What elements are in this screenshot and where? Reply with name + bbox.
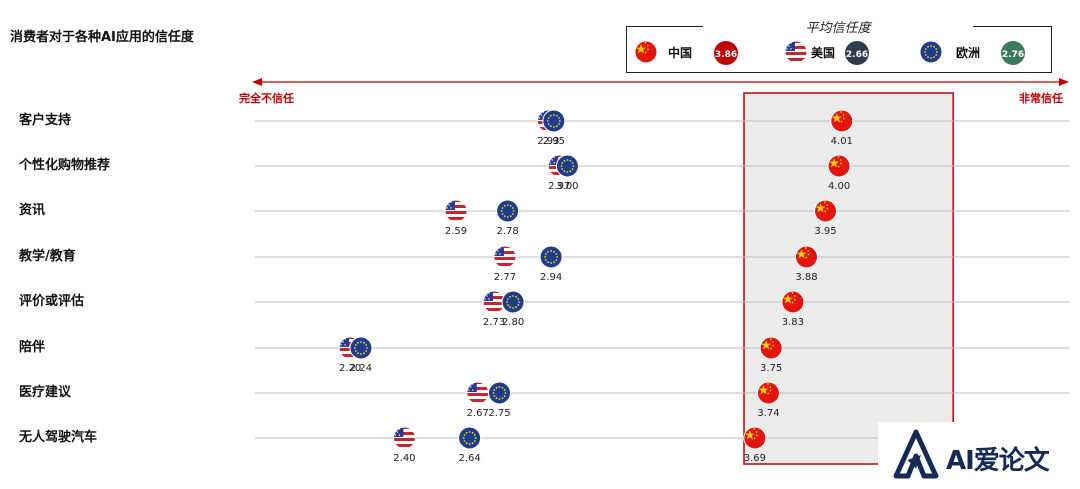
data-label: 2.40: [393, 453, 415, 464]
data-label: 2.73: [483, 317, 505, 328]
data-label: 3.00: [556, 181, 578, 192]
row-label: 客户支持: [19, 113, 72, 128]
data-point-usa: [482, 290, 506, 314]
data-label: 2.80: [502, 317, 524, 328]
data-point-eu: [539, 245, 563, 269]
data-point-china: [794, 245, 818, 269]
data-point-usa: [466, 381, 490, 405]
watermark-text: AI爱论文: [946, 446, 1050, 476]
legend-flag-china-icon: [634, 40, 658, 64]
legend-average-value: 3.86: [715, 50, 737, 60]
legend-average-badge: [845, 41, 869, 65]
data-point-eu: [458, 426, 482, 450]
legend-average-value: 2.76: [1002, 50, 1024, 60]
legend-average-badge: [1001, 41, 1025, 65]
legend-title: 平均信任度: [703, 17, 973, 36]
legend-average-badge: [714, 41, 738, 65]
axis-arrow-left-icon: [252, 78, 262, 86]
data-label: 4.01: [831, 136, 853, 147]
axis-arrow-right-icon: [1059, 78, 1069, 86]
data-point-usa: [392, 426, 416, 450]
data-label: 2.20: [339, 363, 361, 374]
data-point-china: [756, 381, 780, 405]
data-label: 3.88: [795, 272, 817, 283]
data-point-china: [781, 290, 805, 314]
legend-flag-usa-icon: [784, 40, 808, 64]
data-point-china: [827, 154, 851, 178]
data-label: 2.24: [350, 363, 372, 374]
chart-title: 消费者对于各种AI应用的信任度: [10, 30, 194, 45]
data-point-china: [743, 426, 767, 450]
watermark-area: [878, 422, 1080, 489]
data-label: 3.95: [814, 226, 836, 237]
data-label: 3.74: [757, 408, 779, 419]
data-point-eu: [542, 109, 566, 133]
data-label: 2.75: [488, 408, 510, 419]
data-label: 2.94: [540, 272, 562, 283]
legend-average-value: 2.66: [846, 50, 868, 60]
highlight-box: [743, 92, 954, 465]
data-label: 3.75: [760, 363, 782, 374]
data-label: 2.77: [494, 272, 516, 283]
row-label: 个性化购物推荐: [19, 158, 111, 173]
row-label: 医疗建议: [19, 385, 72, 400]
data-label: 3.69: [744, 453, 766, 464]
data-label: 2.95: [543, 136, 565, 147]
legend-series-name: 欧洲: [956, 45, 980, 60]
data-point-china: [814, 199, 837, 223]
axis-left-label: 完全不信任: [239, 92, 294, 105]
row-label: 教学/教育: [19, 249, 76, 264]
row-label: 资讯: [19, 203, 46, 218]
data-label: 2.59: [445, 226, 467, 237]
data-label: 2.93: [537, 136, 559, 147]
data-label: 2.78: [497, 226, 519, 237]
legend-series-name: 中国: [668, 45, 692, 60]
data-label: 4.00: [828, 181, 850, 192]
legend-series-name: 美国: [811, 45, 835, 60]
data-point-eu: [488, 381, 511, 405]
data-point-usa: [493, 245, 517, 269]
data-point-eu: [501, 290, 525, 314]
axis-right-label: 非常信任: [1019, 92, 1063, 105]
data-point-eu: [496, 199, 520, 223]
data-label: 2.97: [548, 181, 570, 192]
ai-logo-icon: [893, 429, 939, 479]
row-label: 陪伴: [19, 340, 46, 355]
row-label: 无人驾驶汽车: [19, 430, 98, 445]
data-point-eu: [555, 154, 579, 178]
data-label: 2.67: [467, 408, 489, 419]
data-point-usa: [444, 199, 468, 223]
legend-flag-eu-icon: [919, 40, 943, 64]
data-label: 3.83: [782, 317, 804, 328]
data-point-eu: [349, 336, 373, 360]
data-point-china: [759, 336, 783, 360]
data-point-china: [830, 109, 854, 133]
data-label: 2.64: [458, 453, 480, 464]
row-label: 评价或评估: [19, 294, 85, 309]
